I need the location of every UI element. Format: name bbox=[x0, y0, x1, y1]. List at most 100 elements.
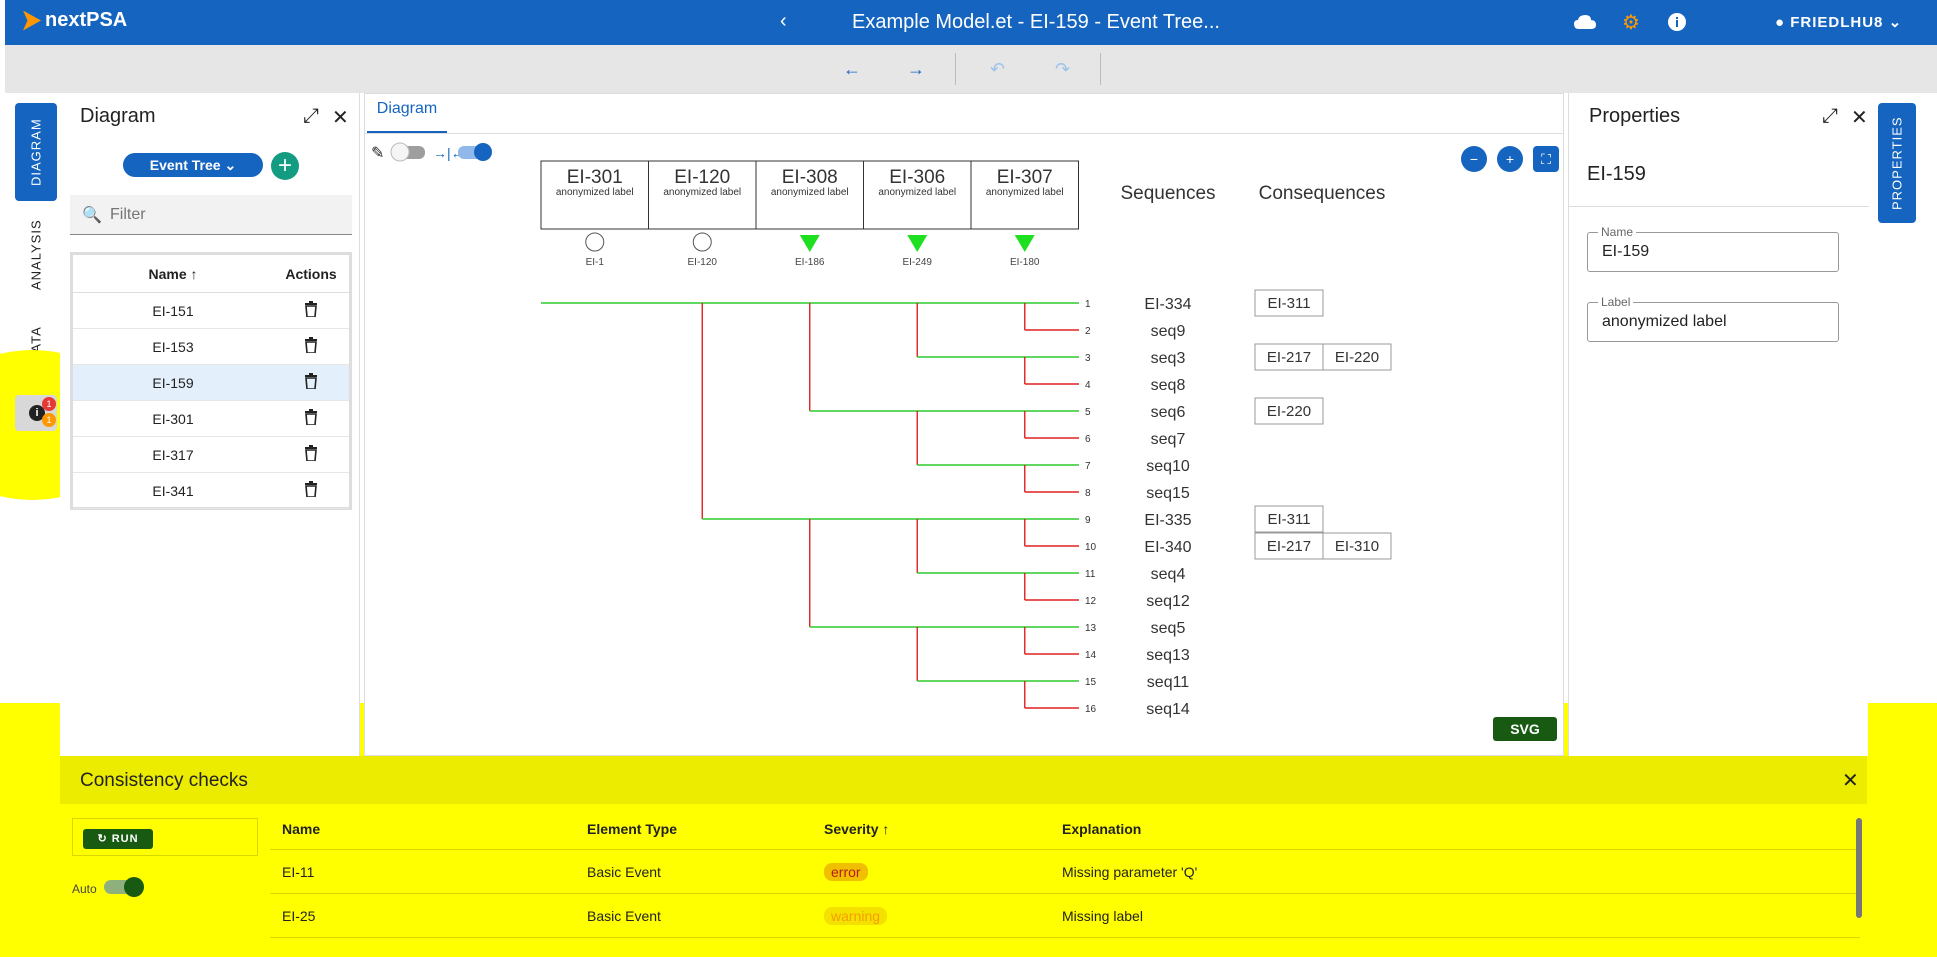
explanation-column-header[interactable]: Explanation bbox=[1062, 820, 1142, 837]
table-row[interactable]: EI-301 bbox=[73, 401, 349, 437]
consistency-checks-panel: Consistency checks ✕ ↻ RUN Auto Name Ele… bbox=[60, 756, 1867, 957]
checks-table: Name Element Type Severity ↑ Explanation… bbox=[270, 808, 1860, 957]
delete-icon[interactable] bbox=[273, 409, 349, 428]
name-field[interactable]: Name EI-159 bbox=[1587, 225, 1839, 272]
notifications-button[interactable]: i 1 1 bbox=[15, 395, 57, 431]
table-row[interactable]: EI-341 bbox=[73, 473, 349, 509]
delete-icon[interactable] bbox=[273, 337, 349, 356]
sequence-name: seq9 bbox=[1151, 323, 1186, 340]
name-field-value: EI-159 bbox=[1602, 243, 1650, 260]
diagram-type-select[interactable]: Event Tree ⌄ bbox=[123, 153, 263, 177]
gate-triangle-icon bbox=[799, 235, 820, 252]
tab-properties[interactable]: PROPERTIES bbox=[1878, 103, 1916, 223]
table-header: Name ↑ Actions bbox=[73, 255, 349, 293]
label-field-value: anonymized label bbox=[1602, 313, 1727, 330]
sequence-name: seq3 bbox=[1151, 350, 1186, 367]
tab-divider bbox=[365, 133, 1563, 134]
layout-toggle-knob bbox=[474, 143, 492, 161]
window-title: Example Model.et - EI-159 - Event Tree..… bbox=[852, 11, 1220, 33]
redo-icon[interactable]: ↷ bbox=[1055, 59, 1071, 79]
filter-field[interactable]: 🔍 bbox=[70, 195, 352, 235]
app-logo[interactable]: nextPSA bbox=[23, 9, 127, 32]
undo-icon[interactable]: ↶ bbox=[990, 59, 1006, 79]
zoom-out-icon[interactable]: − bbox=[1461, 146, 1487, 172]
label-field-label: Label bbox=[1598, 295, 1634, 309]
severity-column-header[interactable]: Severity ↑ bbox=[824, 821, 1062, 837]
gate-label: EI-180 bbox=[1010, 257, 1040, 268]
gear-icon[interactable]: ⚙ bbox=[1622, 11, 1640, 34]
arrow-up-icon: ↑ bbox=[190, 265, 198, 282]
fit-screen-icon[interactable]: ⛶ bbox=[1533, 146, 1559, 172]
warning-count-badge: 1 bbox=[42, 413, 56, 427]
gate-label: EI-186 bbox=[795, 257, 825, 268]
gate-triangle-icon bbox=[1014, 235, 1035, 252]
chevron-left-icon[interactable]: ‹ bbox=[780, 10, 787, 32]
diagram-name: EI-153 bbox=[152, 338, 194, 355]
close-icon[interactable]: ✕ bbox=[1851, 107, 1868, 129]
selected-element-name: EI-159 bbox=[1587, 163, 1646, 185]
info-icon[interactable] bbox=[1665, 10, 1689, 34]
add-diagram-button[interactable]: + bbox=[271, 152, 299, 180]
delete-icon[interactable] bbox=[273, 481, 349, 500]
panel-title: Properties bbox=[1589, 105, 1681, 127]
sequence-number: 10 bbox=[1085, 542, 1097, 553]
header-box bbox=[755, 160, 864, 230]
table-row[interactable]: EI-153 bbox=[73, 329, 349, 365]
header-label: anonymized label bbox=[878, 187, 956, 198]
arrow-forward-icon[interactable]: → bbox=[907, 59, 925, 79]
check-element-type: Basic Event bbox=[587, 907, 661, 924]
run-button[interactable]: ↻ RUN bbox=[83, 829, 153, 849]
expand-icon[interactable]: ⤢ bbox=[1822, 105, 1838, 127]
tab-diagram-view[interactable]: Diagram bbox=[367, 94, 447, 133]
user-name: FRIEDLHU8 bbox=[1790, 14, 1884, 31]
table-row[interactable]: EI-151 bbox=[73, 293, 349, 329]
gate-circle-icon bbox=[585, 232, 605, 252]
panel-title: Diagram bbox=[80, 105, 156, 127]
consequence-label: EI-310 bbox=[1335, 538, 1379, 555]
header-id: EI-308 bbox=[782, 167, 838, 188]
arrow-back-icon[interactable]: ← bbox=[843, 59, 861, 79]
close-icon[interactable]: ✕ bbox=[1842, 770, 1859, 792]
delete-icon[interactable] bbox=[273, 373, 349, 392]
user-menu[interactable]: ● FRIEDLHU8 ⌄ bbox=[1775, 13, 1902, 31]
tab-diagram[interactable]: DIAGRAM bbox=[15, 103, 57, 201]
gate-triangle-icon bbox=[907, 235, 928, 252]
tab-analysis[interactable]: ANALYSIS bbox=[28, 219, 44, 291]
label-field[interactable]: Label anonymized label bbox=[1587, 295, 1839, 342]
consequence-box bbox=[1254, 289, 1324, 317]
info-icon: i bbox=[29, 405, 45, 421]
table-row[interactable]: EI-11 Basic Event error Missing parameter '… bbox=[270, 850, 1860, 894]
header-label: anonymized label bbox=[771, 187, 849, 198]
sequence-name: seq6 bbox=[1151, 404, 1186, 421]
zoom-in-icon[interactable]: + bbox=[1497, 146, 1523, 172]
consequence-label: EI-217 bbox=[1267, 349, 1311, 366]
close-icon[interactable]: ✕ bbox=[332, 107, 349, 129]
delete-icon[interactable] bbox=[273, 445, 349, 464]
check-explanation: Missing label bbox=[1062, 907, 1143, 924]
diagram-name: EI-341 bbox=[152, 482, 194, 499]
type-column-header[interactable]: Element Type bbox=[587, 820, 677, 837]
scrollbar[interactable] bbox=[1856, 818, 1862, 918]
name-column-header[interactable]: Name bbox=[282, 820, 321, 837]
sequence-number: 14 bbox=[1085, 650, 1097, 661]
filter-input[interactable] bbox=[110, 203, 340, 227]
sequence-name: seq10 bbox=[1146, 458, 1190, 475]
diagram-panel: Diagram ⤢ ✕ Event Tree ⌄ + 🔍 Name ↑ Acti… bbox=[60, 93, 360, 756]
consequence-label: EI-220 bbox=[1267, 403, 1311, 420]
auto-toggle[interactable] bbox=[104, 877, 144, 897]
sequence-name: seq4 bbox=[1151, 566, 1186, 583]
person-icon: ● bbox=[1775, 14, 1786, 31]
export-svg-button[interactable]: SVG bbox=[1493, 717, 1557, 741]
consequence-label: EI-311 bbox=[1267, 511, 1310, 528]
table-row[interactable]: EI-317 bbox=[73, 437, 349, 473]
pencil-icon: ✎ bbox=[371, 145, 384, 162]
header-id: EI-306 bbox=[889, 167, 945, 188]
table-row[interactable]: EI-159 bbox=[73, 365, 349, 401]
delete-icon[interactable] bbox=[273, 301, 349, 320]
table-row[interactable]: EI-25 Basic Event warning Missing label bbox=[270, 894, 1860, 938]
sequence-number: 11 bbox=[1085, 569, 1096, 580]
consequence-box bbox=[1322, 343, 1392, 371]
expand-icon[interactable]: ⤢ bbox=[303, 105, 319, 127]
name-column-header[interactable]: Name ↑ bbox=[73, 266, 273, 282]
cloud-icon[interactable] bbox=[1573, 10, 1597, 34]
